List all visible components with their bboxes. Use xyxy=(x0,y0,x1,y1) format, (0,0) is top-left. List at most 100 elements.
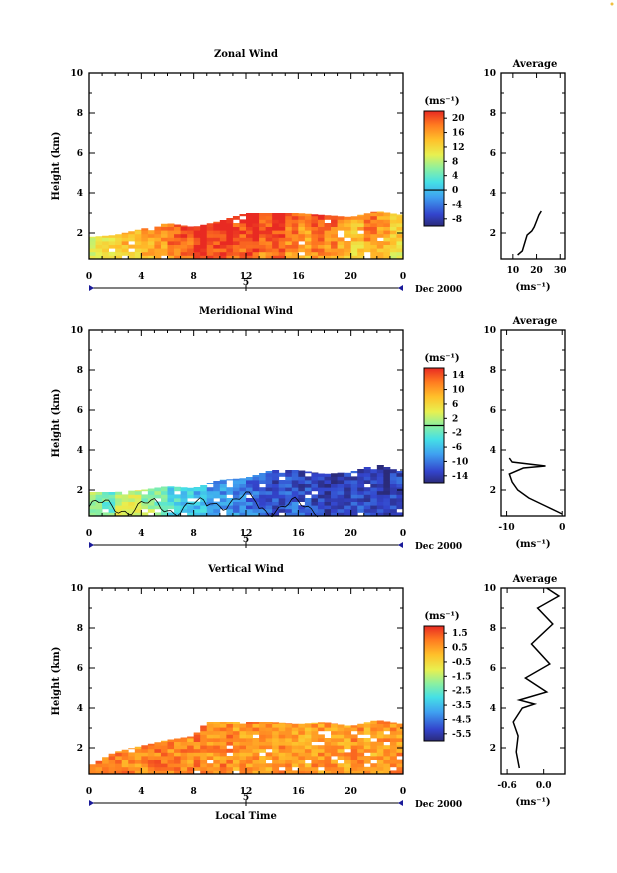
heatmap-cell xyxy=(383,241,391,245)
heatmap-cell xyxy=(239,734,247,739)
heatmap-cell xyxy=(324,215,332,220)
heatmap-cell xyxy=(337,248,345,253)
heatmap-cell xyxy=(389,738,397,742)
heatmap-cell xyxy=(337,763,345,768)
heatmap-cell xyxy=(128,255,136,260)
heatmap-cell xyxy=(252,759,260,764)
heatmap-cell xyxy=(102,505,110,510)
heatmap-cell xyxy=(246,213,253,217)
average-y-tick-label: 6 xyxy=(490,406,496,416)
heatmap-cell xyxy=(154,241,162,245)
heatmap-cell xyxy=(174,741,181,746)
heatmap-cell xyxy=(206,244,214,249)
heatmap-cell xyxy=(324,501,332,506)
heatmap-cell xyxy=(272,770,280,775)
heatmap-cell xyxy=(115,752,123,757)
heatmap-cell xyxy=(337,237,345,242)
heatmap-cell xyxy=(102,255,110,260)
heatmap-cell xyxy=(311,501,319,506)
heatmap-cell xyxy=(389,241,397,245)
heatmap-cell xyxy=(160,490,168,495)
heatmap-cell xyxy=(219,223,227,227)
heatmap-cell xyxy=(141,233,149,238)
heatmap-cell xyxy=(226,223,234,227)
heatmap-cell xyxy=(344,226,352,231)
heatmap-cell xyxy=(121,756,129,760)
heatmap-cell xyxy=(331,483,338,488)
heatmap-cell xyxy=(232,490,240,495)
heatmap-cell xyxy=(278,501,286,506)
heatmap-cell xyxy=(389,255,397,260)
heatmap-cell xyxy=(128,766,136,771)
heatmap-cell xyxy=(298,752,306,757)
heatmap-cell xyxy=(383,467,391,470)
heatmap-cell xyxy=(252,738,260,742)
heatmap-cell xyxy=(265,215,273,220)
heatmap-cell xyxy=(180,487,188,492)
heatmap-cell xyxy=(147,759,155,764)
heatmap-cell xyxy=(376,211,384,213)
colorbar-tick-label: -0.5 xyxy=(452,658,471,668)
colorbar-tick-label: -10 xyxy=(452,457,468,467)
heatmap-cell xyxy=(174,486,181,488)
heatmap-cell xyxy=(285,723,293,728)
x-tick-label: 0 xyxy=(400,787,406,797)
heatmap-cell xyxy=(278,734,286,739)
heatmap-cell xyxy=(226,723,234,728)
heatmap-cell xyxy=(265,752,273,757)
heatmap-cell xyxy=(298,730,306,735)
heatmap-cell xyxy=(272,734,280,739)
heatmap-cell xyxy=(259,501,267,506)
heatmap-cell xyxy=(383,483,391,488)
heatmap-cell xyxy=(337,219,345,224)
heatmap-cell xyxy=(363,469,371,474)
x-tick-label: 8 xyxy=(191,272,197,282)
heatmap-cell xyxy=(344,725,352,728)
colorbar-tick-label: 14 xyxy=(452,371,465,381)
average-title: Average xyxy=(512,574,558,585)
heatmap-cell xyxy=(396,251,404,256)
heatmap-cell xyxy=(265,244,273,249)
heatmap-cell xyxy=(200,226,208,231)
heatmap-cell xyxy=(370,215,378,220)
colorbar-unit: (ms⁻¹) xyxy=(424,353,459,364)
heatmap-cell xyxy=(226,255,234,260)
heatmap-cell xyxy=(141,248,149,253)
heatmap-cell xyxy=(311,722,319,724)
heatmap-cell xyxy=(213,741,221,746)
heatmap-cell xyxy=(383,230,391,235)
heatmap-cell xyxy=(350,480,358,484)
heatmap-cell xyxy=(193,226,201,227)
heatmap-cell xyxy=(272,472,280,477)
heatmap-cell xyxy=(180,494,188,499)
heatmap-cell xyxy=(193,763,201,768)
heatmap-cell xyxy=(383,770,391,775)
heatmap-cell xyxy=(187,756,195,760)
heatmap-cell xyxy=(239,226,247,231)
heatmap-cell xyxy=(246,730,253,735)
heatmap-cell xyxy=(350,244,358,249)
heatmap-cell xyxy=(396,219,404,224)
heatmap-cell xyxy=(272,763,280,768)
heatmap-cell xyxy=(259,770,267,775)
heatmap-cell xyxy=(317,770,325,775)
heatmap-cell xyxy=(298,237,306,242)
heatmap-cell xyxy=(187,244,195,249)
heatmap-cell xyxy=(317,512,325,517)
heatmap-cell xyxy=(298,215,306,220)
heatmap-cell xyxy=(213,494,221,499)
heatmap-cell xyxy=(265,233,273,238)
heatmap-cell xyxy=(370,498,378,502)
heatmap-cell xyxy=(259,730,267,735)
heatmap-cell xyxy=(324,241,332,245)
heatmap-cell xyxy=(376,230,384,235)
heatmap-cell xyxy=(134,505,142,510)
y-tick-label: 4 xyxy=(77,446,83,456)
heatmap-cell xyxy=(232,487,240,492)
heatmap-cell xyxy=(376,251,384,256)
heatmap-cell xyxy=(317,752,325,757)
heatmap-cell xyxy=(115,234,123,238)
heatmap-cell xyxy=(383,734,391,739)
heatmap-cell xyxy=(239,752,247,757)
heatmap-cell xyxy=(252,233,260,238)
